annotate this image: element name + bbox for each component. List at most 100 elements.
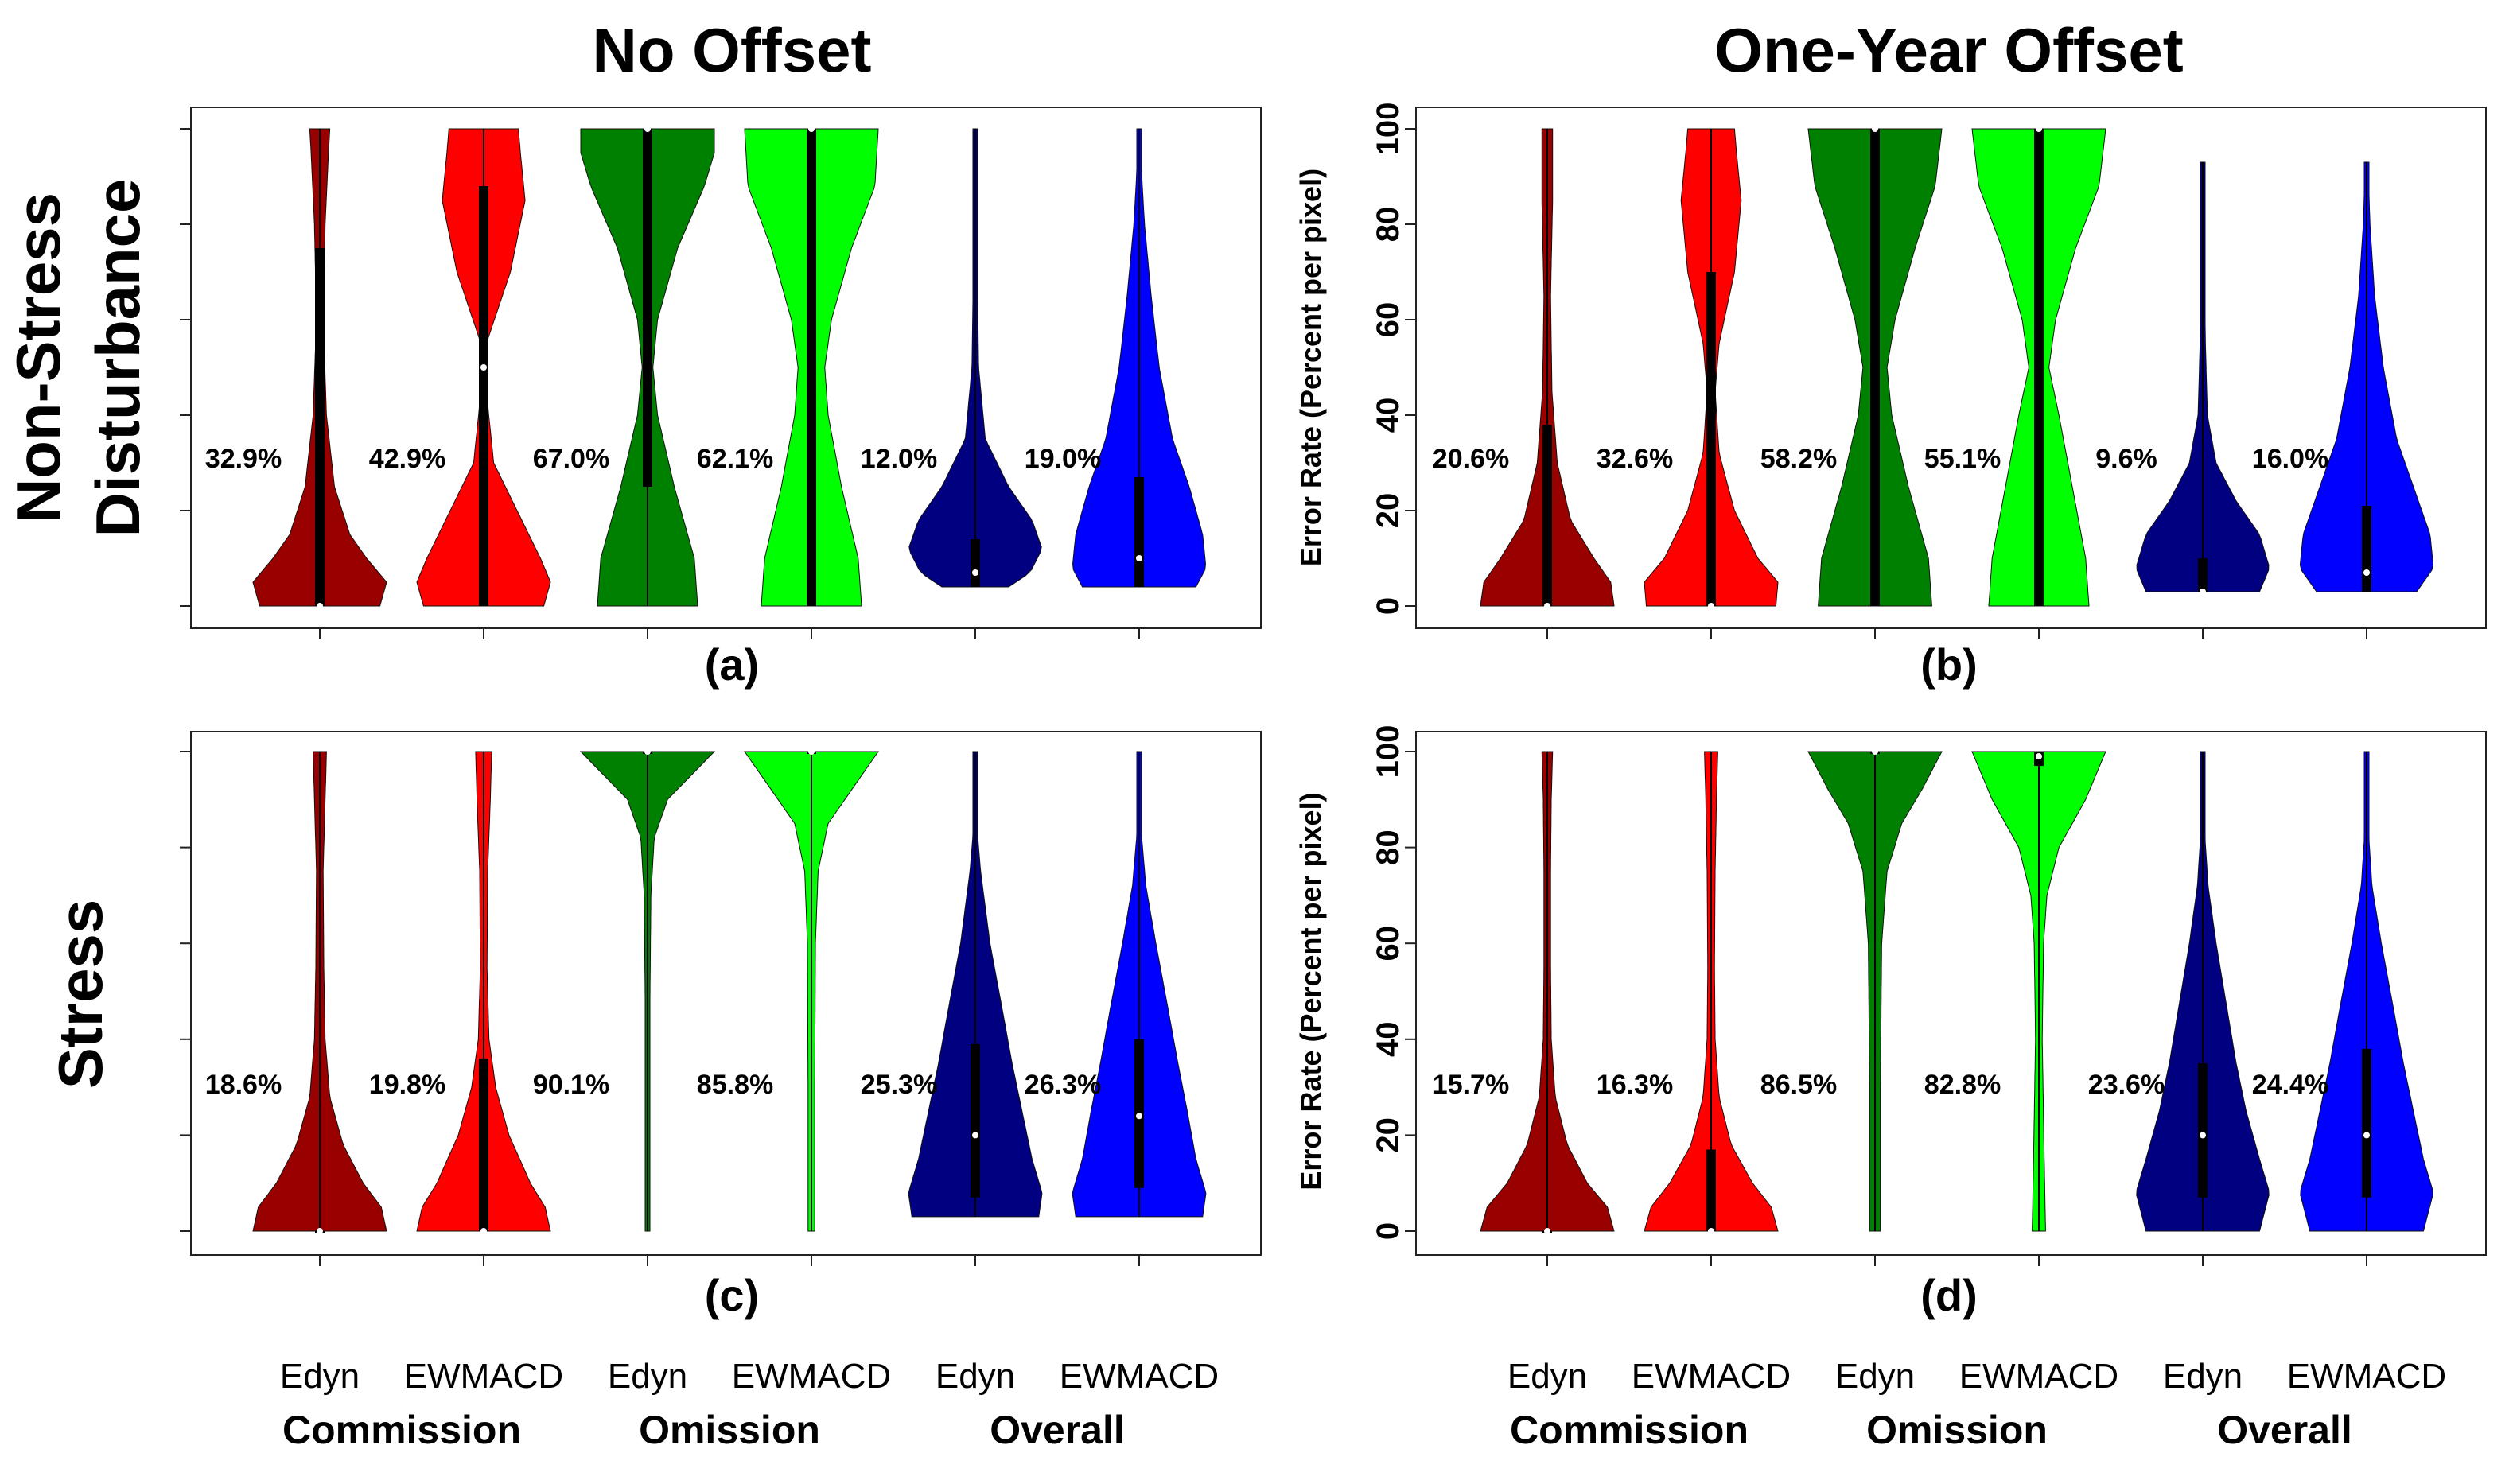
method-label: EWMACD xyxy=(1632,1357,1791,1396)
mean-label: 12.0% xyxy=(861,444,937,474)
mean-label: 18.6% xyxy=(205,1070,282,1100)
panel-a: 32.9% 42.9% 67.0% 62.1% 12.0% 19.0% (a) xyxy=(180,107,1262,690)
panel-frame xyxy=(1415,107,2487,629)
mean-label: 86.5% xyxy=(1760,1070,1837,1100)
violin-median xyxy=(317,603,323,609)
violin-median xyxy=(2363,569,2370,576)
row-title-non-stress: Non-Stress xyxy=(3,192,73,523)
violin-median xyxy=(972,569,978,576)
y-tick-label: 20 xyxy=(1371,493,1406,529)
method-label: EWMACD xyxy=(1959,1357,2118,1396)
violin-iqr-box xyxy=(807,129,816,606)
mean-label: 26.3% xyxy=(1025,1070,1101,1100)
mean-label: 16.0% xyxy=(2252,444,2328,474)
violin-iqr-box xyxy=(643,129,652,487)
violin-iqr-box xyxy=(1134,477,1144,587)
mean-label: 32.9% xyxy=(205,444,282,474)
y-tick-label: 0 xyxy=(1371,597,1406,615)
panel-c: 18.6% 19.8% 90.1% 85.8% 25.3% 26.3% (c) xyxy=(180,731,1262,1320)
panel-frame xyxy=(190,731,1262,1256)
violin-iqr-box xyxy=(315,248,325,606)
method-label: Edyn xyxy=(2163,1357,2243,1396)
violin-iqr-box xyxy=(1706,1149,1716,1231)
method-label: EWMACD xyxy=(2287,1357,2446,1396)
violin-median xyxy=(2200,1132,2206,1139)
y-tick-label: 100 xyxy=(1371,103,1406,156)
violin-median xyxy=(644,748,651,755)
y-tick-label: 40 xyxy=(1371,1022,1406,1058)
mean-label: 58.2% xyxy=(1760,444,1837,474)
y-axis-label: Error Rate (Percent per pixel) xyxy=(1294,169,1327,566)
violin-iqr-box xyxy=(1706,272,1716,606)
violin-median xyxy=(2363,1132,2370,1139)
violin-iqr-box xyxy=(2198,558,2208,592)
method-label: Edyn xyxy=(1507,1357,1587,1396)
mean-label: 19.0% xyxy=(1025,444,1101,474)
y-tick-label: 100 xyxy=(1371,725,1406,779)
column-title-one-year-offset: One-Year Offset xyxy=(1714,15,2184,85)
y-tick-label: 60 xyxy=(1371,926,1406,961)
mean-label: 62.1% xyxy=(697,444,773,474)
violin-median xyxy=(1872,748,1878,755)
mean-label: 67.0% xyxy=(533,444,609,474)
violin-median xyxy=(808,126,815,132)
y-tick-label: 0 xyxy=(1371,1222,1406,1240)
violin-median xyxy=(644,126,651,132)
violin-iqr-box xyxy=(971,539,980,587)
violin-median xyxy=(2036,753,2042,760)
violin-median xyxy=(480,364,487,371)
violin-median xyxy=(1136,555,1142,561)
mean-label: 9.6% xyxy=(2095,444,2157,474)
row-title-disturbance: Disturbance xyxy=(83,179,153,538)
violin-iqr-box xyxy=(1542,425,1552,606)
group-label-omission: Omission xyxy=(1866,1408,2048,1452)
violin-median xyxy=(2036,126,2042,132)
y-tick-label: 20 xyxy=(1371,1117,1406,1153)
violin-median xyxy=(972,1132,978,1139)
method-label: EWMACD xyxy=(404,1357,563,1396)
mean-label: 16.3% xyxy=(1597,1070,1673,1100)
violin-iqr-box xyxy=(2034,129,2044,606)
group-label-overall: Overall xyxy=(2217,1408,2352,1452)
panel-label: (d) xyxy=(1920,1270,1978,1320)
method-label: EWMACD xyxy=(1060,1357,1219,1396)
method-label: Edyn xyxy=(1835,1357,1915,1396)
violin-median xyxy=(1136,1113,1142,1120)
mean-label: 24.4% xyxy=(2252,1070,2328,1100)
panel-label: (a) xyxy=(705,639,759,690)
panel-d: 0 20 40 60 80 100 Error Rate (Percent per pixe… xyxy=(1294,725,2487,1320)
violin-iqr-box xyxy=(1870,129,1880,606)
y-tick-label: 80 xyxy=(1371,207,1406,243)
mean-label: 20.6% xyxy=(1433,444,1509,474)
group-label-commission: Commission xyxy=(1510,1408,1749,1452)
mean-label: 15.7% xyxy=(1433,1070,1509,1100)
violin-iqr-box xyxy=(2198,1062,2208,1198)
violin-median xyxy=(1708,1228,1714,1234)
panel-frame xyxy=(1415,731,2487,1256)
y-tick-label: 40 xyxy=(1371,398,1406,433)
violin-median xyxy=(2200,589,2206,595)
panel-label: (c) xyxy=(705,1270,759,1320)
method-label: Edyn xyxy=(936,1357,1015,1396)
y-tick-label: 60 xyxy=(1371,302,1406,338)
column-title-no-offset: No Offset xyxy=(593,15,872,85)
mean-label: 85.8% xyxy=(697,1070,773,1100)
y-axis-label: Error Rate (Percent per pixel) xyxy=(1294,792,1327,1190)
mean-label: 55.1% xyxy=(1924,444,2001,474)
mean-label: 82.8% xyxy=(1924,1070,2001,1100)
y-tick-label: 80 xyxy=(1371,829,1406,865)
violin-median xyxy=(1544,1228,1550,1234)
violin-iqr-box xyxy=(2362,506,2371,592)
x-labels-right: Edyn EWMACD Edyn EWMACD Edyn EWMACD Comm… xyxy=(1507,1357,2446,1452)
mean-label: 19.8% xyxy=(369,1070,445,1100)
violin-median xyxy=(1708,603,1714,609)
group-label-overall: Overall xyxy=(990,1408,1125,1452)
method-label: Edyn xyxy=(608,1357,687,1396)
violin-median xyxy=(317,1228,323,1234)
x-labels-left: Edyn EWMACD Edyn EWMACD Edyn EWMACD Comm… xyxy=(280,1357,1219,1452)
violin-iqr-box xyxy=(2362,1048,2371,1198)
violin-median xyxy=(1544,603,1550,609)
panel-label: (b) xyxy=(1920,639,1978,690)
mean-label: 25.3% xyxy=(861,1070,937,1100)
panel-b: 0 20 40 60 80 100 Error Rate (Percent per pixe… xyxy=(1294,103,2487,690)
